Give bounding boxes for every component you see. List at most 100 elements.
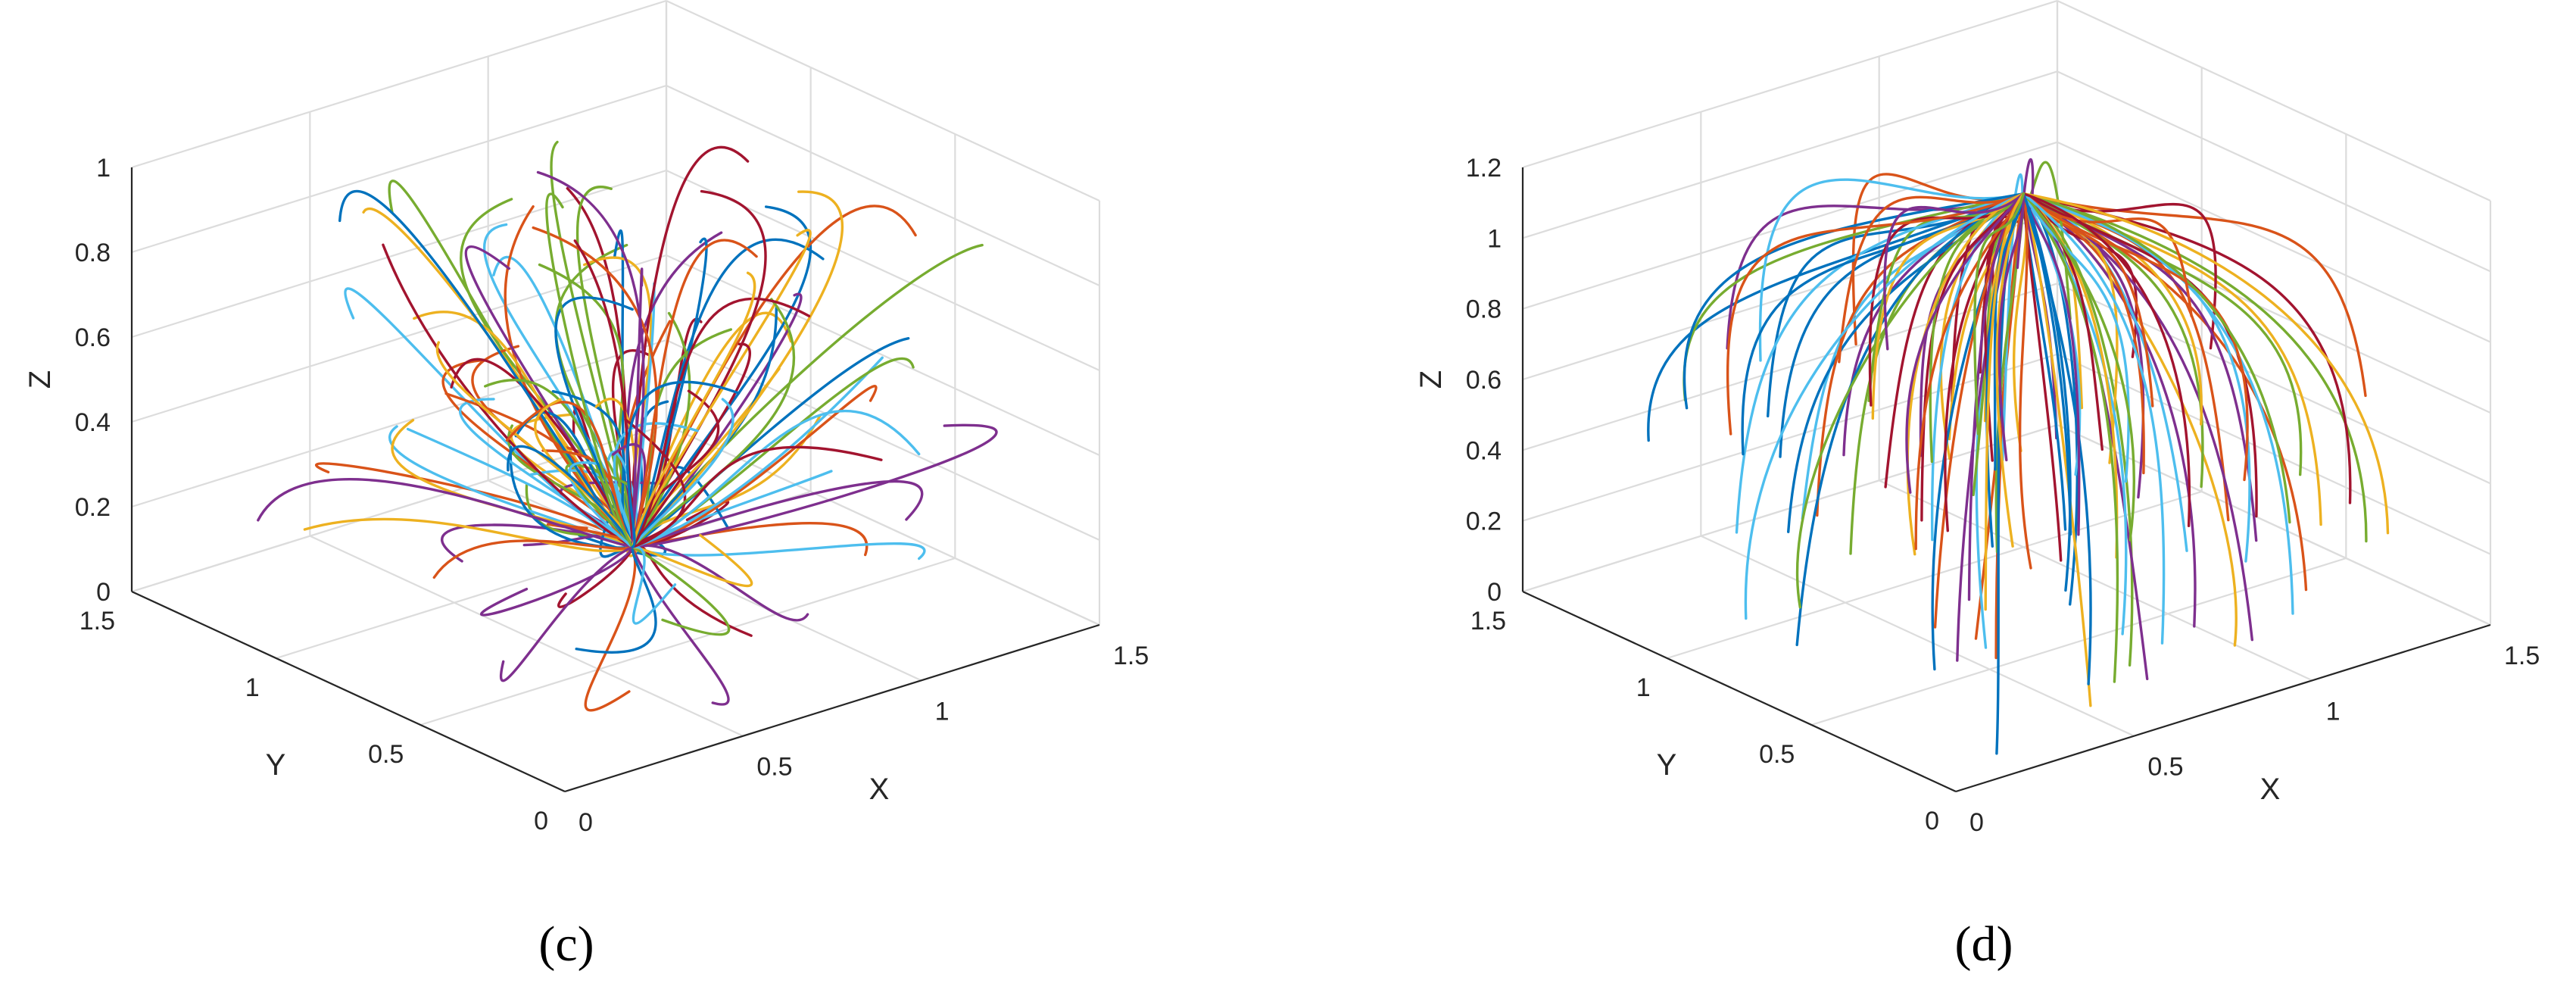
y-axis-line: [131, 591, 566, 792]
trajectory-line: [315, 462, 634, 548]
y-axis-label: Y: [1657, 748, 1677, 782]
floor-grid-line: [1879, 479, 2313, 682]
trajectory-line: [631, 545, 730, 706]
trajectory-line: [631, 297, 811, 548]
trajectory-line: [631, 479, 924, 548]
trajectory-line: [1838, 192, 2025, 364]
trajectory-line: [631, 311, 691, 548]
trajectory-line: [631, 189, 767, 548]
trajectory-line: [631, 409, 921, 548]
trajectory-line: [1647, 192, 2025, 442]
z-tick-label: 1: [1487, 224, 1502, 253]
trajectory-line: [1905, 192, 2025, 494]
trajectory-line: [1683, 192, 2025, 410]
z-tick-label: 1.2: [1466, 154, 1502, 183]
trajectory-line: [575, 545, 657, 654]
wall-grid-line: [2057, 70, 2491, 273]
trajectory-line: [631, 544, 809, 622]
z-tick-label: 0.8: [1466, 295, 1502, 324]
trajectory-line: [2022, 192, 2367, 398]
trajectory-line: [557, 545, 634, 608]
z-tick-label: 0.6: [75, 323, 111, 352]
y-tick-label: 1: [245, 673, 260, 702]
trajectory-line: [631, 356, 884, 548]
trajectory-line: [2022, 192, 2390, 535]
trajectory-line: [432, 539, 634, 579]
trajectory-line: [2022, 192, 2291, 524]
trajectory-line: [2022, 192, 2130, 483]
trajectory-line: [2022, 192, 2072, 536]
z-axis-label: Z: [23, 370, 57, 389]
trajectory-line: [631, 205, 917, 548]
y-tick-label: 1: [1636, 673, 1651, 702]
wall-grid-line: [131, 0, 667, 169]
x-axis-line: [564, 623, 1100, 793]
panel-d-label: (d): [1955, 916, 2013, 972]
trajectory-line: [2022, 192, 2249, 482]
trajectory-line: [625, 380, 741, 548]
z-tick-label: 0: [96, 578, 111, 607]
floor-grid-line: [420, 557, 956, 726]
trajectory-line: [584, 545, 637, 712]
wall-grid-line: [2057, 0, 2491, 201]
trajectory-line: [2022, 192, 2081, 536]
wall-grid-line: [2057, 141, 2491, 343]
trajectory-line: [338, 190, 634, 548]
trajectory-line: [1883, 192, 2025, 351]
trajectory-line: [2022, 192, 2119, 683]
x-tick-label: 1.5: [1113, 642, 1149, 670]
trajectory-line: [2022, 192, 2166, 645]
z-tick-label: 0.2: [1466, 507, 1502, 536]
trajectory-line: [1933, 192, 2025, 629]
trajectory-line: [1973, 192, 2025, 436]
z-tick-label: 0.2: [75, 493, 111, 522]
wall-grid-line: [666, 424, 1100, 626]
z-tick-label: 0.6: [1466, 366, 1502, 395]
x-tick-label: 1: [935, 697, 950, 726]
trajectory-line: [631, 267, 644, 548]
trajectory-line: [2018, 192, 2032, 570]
floor-grid-line: [1700, 535, 2135, 737]
wall-grid-line: [666, 85, 1100, 286]
y-tick-label: 1.5: [80, 607, 115, 635]
trajectory-line: [545, 192, 634, 548]
wall-grid-line: [1522, 0, 2058, 169]
x-axis-line: [1955, 623, 2491, 793]
trajectory-line: [499, 545, 634, 682]
x-axis-label: X: [869, 773, 890, 806]
y-tick-label: 0.5: [368, 740, 404, 769]
z-tick-label: 0.8: [75, 239, 111, 267]
y-tick-label: 0.5: [1759, 740, 1795, 769]
wall-grid-line: [2057, 424, 2491, 626]
trajectory-line: [631, 298, 795, 548]
trajectory-line: [631, 445, 883, 548]
trajectory-line: [550, 140, 634, 548]
x-tick-label: 0.5: [756, 753, 792, 782]
z-tick-label: 0.4: [75, 408, 111, 437]
x-axis-label: X: [2260, 773, 2281, 806]
trajectory-line: [575, 186, 635, 548]
z-tick-label: 0: [1487, 578, 1502, 607]
x-tick-label: 1: [2326, 697, 2341, 726]
trajectory-line: [631, 239, 758, 548]
trajectory-line: [303, 517, 634, 553]
trajectory-line: [631, 545, 677, 625]
trajectory-line: [2022, 192, 2135, 542]
wall-grid-line: [131, 423, 667, 593]
trajectory-line: [1997, 192, 2026, 462]
wall-grid-line: [131, 339, 667, 508]
wall-grid-line: [666, 254, 1100, 456]
y-tick-label: 1.5: [1470, 607, 1506, 635]
trajectory-line: [568, 461, 634, 548]
trajectory-line: [631, 342, 751, 548]
floor-grid-line: [309, 535, 744, 737]
wall-grid-line: [1522, 141, 2058, 310]
wall-grid-line: [666, 339, 1100, 541]
trajectory-line: [1795, 192, 2025, 609]
trajectory-line: [1929, 192, 2025, 464]
trajectory-line: [1984, 192, 2025, 611]
wall-grid-line: [1522, 70, 2058, 239]
